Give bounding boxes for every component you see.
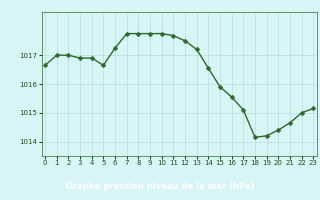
Text: Graphe pression niveau de la mer (hPa): Graphe pression niveau de la mer (hPa) (66, 182, 254, 191)
